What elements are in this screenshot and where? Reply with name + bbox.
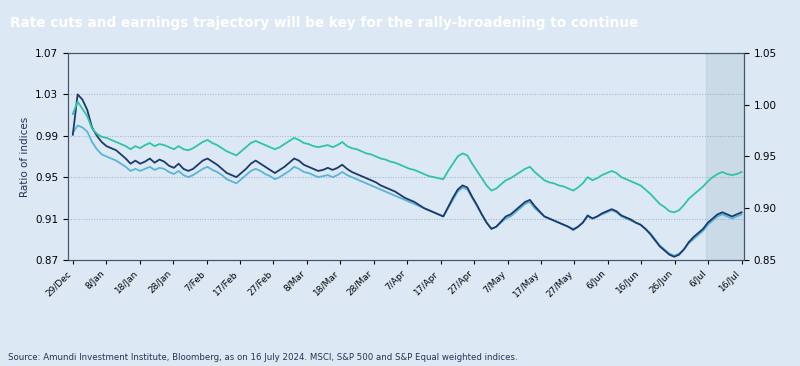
Bar xyxy=(706,53,744,260)
Text: Rate cuts and earnings trajectory will be key for the rally-broadening to contin: Rate cuts and earnings trajectory will b… xyxy=(10,16,638,30)
Text: Source: Amundi Investment Institute, Bloomberg, as on 16 July 2024. MSCI, S&P 50: Source: Amundi Investment Institute, Blo… xyxy=(8,353,518,362)
Y-axis label: Ratio of indices: Ratio of indices xyxy=(19,116,30,197)
